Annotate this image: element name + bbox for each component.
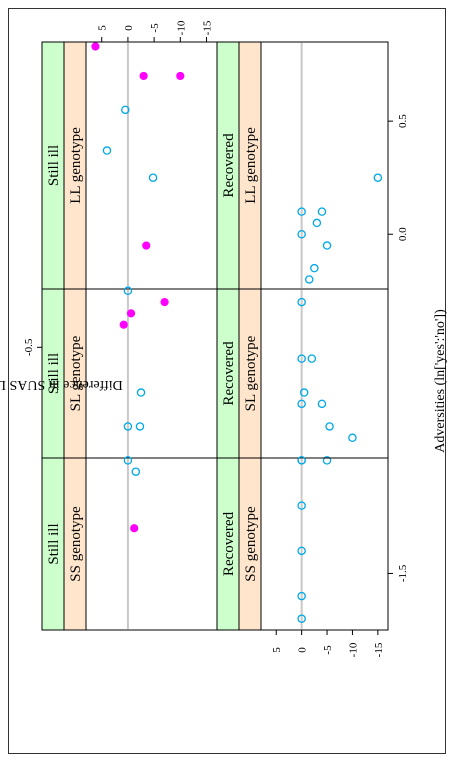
- data-point-open: [305, 275, 314, 284]
- data-point-open: [373, 173, 383, 182]
- x-tick-label: -1.5: [397, 564, 409, 582]
- data-point-open: [123, 422, 133, 431]
- status-strip-label: Recovered: [221, 511, 237, 576]
- data-point-open: [131, 467, 141, 476]
- data-point-open: [307, 354, 317, 363]
- data-point-open: [312, 218, 322, 228]
- data-point-open: [121, 105, 130, 115]
- data-point-open: [317, 399, 327, 409]
- y-tick-label: -10: [347, 642, 359, 657]
- data-point-open: [322, 456, 332, 465]
- x-tick-label: -0.5: [23, 338, 35, 356]
- genotype-strip-label: SL genotype: [243, 335, 259, 411]
- axes-layer: 0.0 0.5 -1.5 -0.5 5 0 -5 -10 -15 5 0 -5 -10 -15: [23, 20, 409, 657]
- data-point-filled: [139, 71, 148, 81]
- y-axis-label: Difference in SUAS L4 (suicidality): [0, 377, 123, 392]
- y-tick-label: -5: [149, 23, 161, 33]
- y-tick-label: -15: [202, 20, 214, 35]
- data-point-open: [297, 354, 306, 363]
- data-point-open: [135, 422, 145, 431]
- data-point-open: [297, 229, 306, 239]
- data-point-open: [322, 241, 332, 250]
- data-point-open: [297, 614, 306, 623]
- data-point-open: [297, 501, 306, 510]
- data-point-open: [297, 546, 306, 556]
- data-point-filled: [119, 320, 128, 329]
- x-axis-label: Adversities (ln['yes':'no']): [433, 309, 448, 453]
- x-tick-label: 0.0: [397, 227, 409, 241]
- data-point-open: [297, 399, 306, 409]
- status-strip-label: Still ill: [46, 353, 62, 394]
- y-tick-label: 0: [297, 647, 309, 653]
- data-point-filled: [91, 42, 100, 51]
- data-point-open: [317, 207, 327, 216]
- data-point-open: [297, 591, 306, 601]
- y-tick-label: 5: [97, 25, 109, 31]
- genotype-strip-label: LL genotype: [68, 127, 84, 204]
- data-point-open: [297, 456, 306, 465]
- data-point-open: [123, 456, 133, 465]
- y-tick-label: 5: [271, 647, 283, 653]
- data-point-filled: [176, 71, 185, 81]
- genotype-strip-label: LL genotype: [243, 127, 259, 204]
- data-point-open: [102, 146, 112, 155]
- data-point-open: [148, 173, 158, 182]
- status-strip-label: Still ill: [46, 523, 62, 564]
- y-tick-label: -15: [373, 642, 385, 657]
- data-point-open: [325, 422, 334, 431]
- data-point-open: [299, 388, 309, 397]
- x-tick-label: 0.5: [397, 114, 409, 128]
- data-point-filled: [130, 524, 139, 533]
- panel-border: [216, 41, 389, 290]
- genotype-strip-label: SL genotype: [68, 335, 84, 411]
- status-strip-label: Recovered: [221, 341, 237, 406]
- data-point-filled: [160, 297, 169, 307]
- status-strip-label: Recovered: [221, 133, 237, 198]
- genotype-strip-label: SS genotype: [68, 506, 84, 582]
- y-tick-label: -5: [322, 645, 334, 655]
- data-point-open: [297, 297, 306, 307]
- data-point-filled: [126, 309, 136, 318]
- data-point-open: [348, 433, 357, 443]
- status-strip-label: Still ill: [46, 145, 62, 186]
- data-point-open: [136, 388, 146, 397]
- genotype-strip-label: SS genotype: [243, 506, 259, 582]
- data-point-open: [310, 263, 319, 273]
- y-tick-label: 0: [123, 25, 135, 31]
- panels-layer: Still ill SS genotype Still ill SL genotype…: [41, 41, 389, 631]
- data-point-open: [123, 286, 133, 296]
- data-point-filled: [142, 241, 151, 250]
- y-tick-label: -10: [175, 20, 187, 35]
- data-point-open: [297, 207, 306, 216]
